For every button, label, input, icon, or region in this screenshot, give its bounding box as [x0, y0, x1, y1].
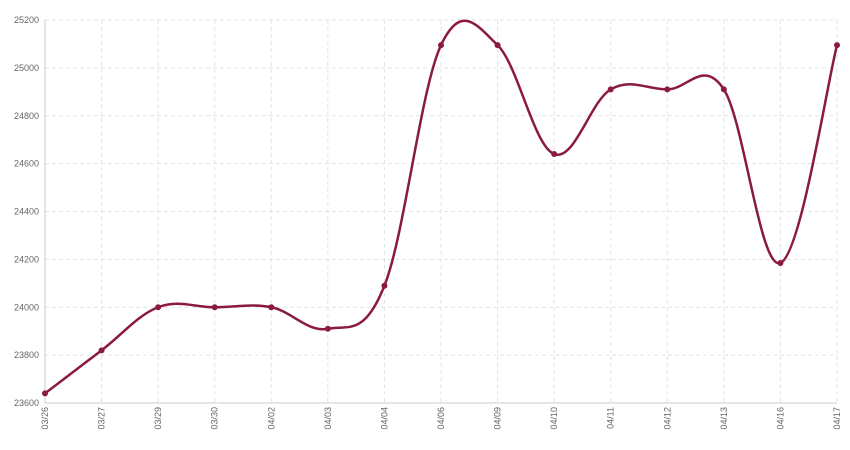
x-tick-label: 03/27 [97, 407, 107, 430]
point [664, 86, 671, 93]
point [438, 42, 444, 49]
x-tick-label: 04/02 [266, 407, 276, 430]
x-tick-label: 03/30 [210, 407, 220, 430]
x-tick-label: 04/12 [662, 407, 672, 430]
x-tick-label: 04/11 [606, 407, 616, 429]
line [44, 19, 839, 395]
x-tick-label: 04/16 [775, 407, 785, 430]
x-tick-label: 04/10 [549, 407, 559, 430]
x-tick-label: 04/17 [832, 407, 842, 430]
y-tick-label: 24600 [14, 159, 39, 169]
x-tick-label: 03/26 [40, 407, 50, 430]
point [607, 86, 614, 93]
y-tick-label: 24800 [14, 111, 39, 121]
point [720, 86, 727, 93]
point [155, 304, 162, 311]
point [777, 259, 784, 266]
point [834, 42, 840, 49]
y-tick-label: 25000 [14, 63, 39, 73]
x-tick-label: 04/04 [379, 407, 389, 430]
y-tick-label: 23600 [14, 398, 39, 408]
y-tick-label: 24400 [14, 207, 39, 217]
point [324, 325, 331, 332]
point [98, 347, 105, 354]
point [381, 282, 388, 289]
y-tick-label: 25200 [14, 15, 39, 25]
x-tick-label: 04/03 [323, 407, 333, 430]
point [211, 304, 218, 311]
x-tick-label: 03/29 [153, 407, 163, 430]
y-tick-label: 23800 [14, 350, 39, 360]
point [268, 304, 275, 311]
point [494, 42, 501, 49]
point [551, 151, 558, 158]
point [42, 390, 48, 397]
y-tick-label: 24000 [14, 302, 39, 312]
x-tick-label: 04/13 [719, 407, 729, 430]
x-tick-label: 04/09 [493, 407, 503, 430]
x-tick-label: 04/06 [436, 407, 446, 430]
y-tick-label: 24200 [14, 254, 39, 264]
